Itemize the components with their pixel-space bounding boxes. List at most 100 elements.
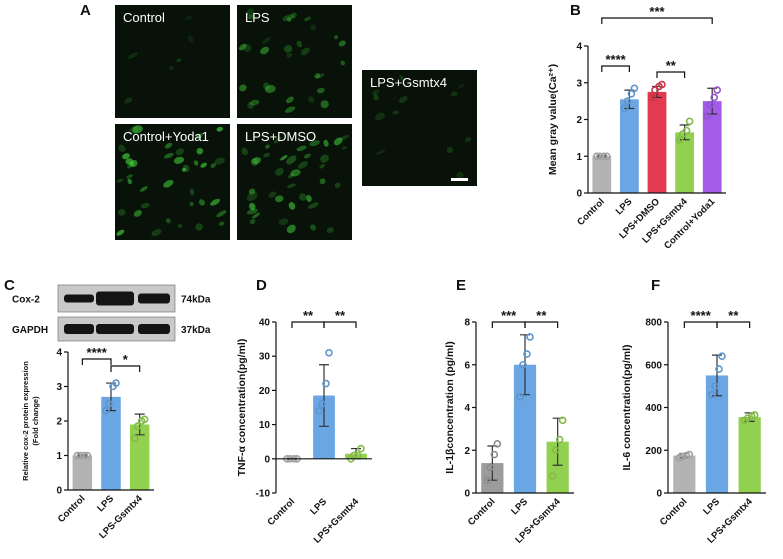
cell: [200, 162, 207, 168]
y-tick-label: 0: [656, 489, 662, 500]
cell: [165, 218, 171, 224]
error-bar: [319, 364, 329, 427]
data-point: [715, 365, 723, 373]
data-point: [685, 450, 694, 459]
x-tick-label: Control: [466, 496, 498, 528]
cell: [260, 46, 269, 55]
significance-label: ***: [649, 4, 665, 19]
cell: [309, 140, 320, 147]
blot-band: [64, 294, 94, 303]
cell: [175, 148, 184, 156]
cell: [334, 182, 341, 189]
y-axis-label: Mean gray value(Ca²⁺): [547, 64, 559, 175]
cell: [275, 167, 284, 176]
cell: [284, 45, 293, 53]
bar: [705, 375, 729, 493]
cell: [181, 167, 187, 172]
data-point: [620, 104, 629, 113]
y-tick-label: 1: [56, 451, 62, 462]
cell: [246, 208, 258, 215]
cell: [126, 174, 133, 179]
cell: [300, 47, 310, 56]
cell: [299, 193, 307, 201]
data-point: [627, 89, 636, 98]
data-point: [595, 152, 604, 161]
cell: [246, 8, 255, 16]
blot-band: [138, 324, 170, 334]
data-point: [710, 93, 719, 102]
cell: [287, 16, 292, 22]
cell: [261, 37, 271, 44]
y-tick-label: -10: [256, 489, 271, 500]
data-point: [713, 86, 722, 94]
cell: [196, 133, 203, 139]
data-point: [315, 407, 323, 415]
cell: [140, 202, 150, 209]
cell: [176, 58, 182, 62]
significance-label: ***: [501, 308, 517, 323]
significance-label: **: [335, 308, 346, 323]
cell: [210, 163, 216, 169]
bar: [620, 99, 639, 193]
cell: [334, 35, 339, 40]
panel-letter: A: [80, 2, 91, 19]
cell: [185, 15, 193, 21]
cell: [198, 199, 205, 206]
cell: [458, 83, 465, 89]
x-tick-label: Control: [265, 496, 297, 528]
cell: [326, 227, 334, 233]
cell: [296, 40, 303, 48]
y-tick-label: 600: [645, 360, 662, 371]
bar: [72, 455, 93, 490]
data-point: [83, 451, 92, 460]
blot-band: [138, 293, 170, 304]
data-point: [322, 379, 330, 388]
data-point: [516, 393, 524, 401]
image-label: LPS+Gsmtx4: [370, 75, 447, 90]
bar: [313, 395, 335, 459]
cell: [308, 202, 319, 209]
data-point: [708, 390, 716, 399]
x-tick-label: LPS: [95, 493, 116, 514]
cell: [375, 149, 386, 155]
cell: [316, 73, 325, 79]
cell: [286, 183, 297, 188]
significance-label: *: [123, 352, 129, 367]
cell: [216, 210, 227, 218]
x-tick-label: Control: [56, 493, 88, 525]
cell: [296, 145, 307, 152]
cell: [274, 195, 284, 203]
cell: [118, 144, 126, 153]
cell: [372, 89, 380, 95]
cell: [314, 73, 321, 79]
cell: [216, 126, 223, 132]
data-point: [592, 152, 601, 161]
data-point: [519, 360, 527, 369]
cell: [165, 142, 173, 149]
cell: [265, 144, 270, 149]
cell: [286, 224, 296, 234]
cell: [308, 96, 315, 103]
cell: [173, 156, 185, 164]
data-point: [486, 463, 495, 472]
data-point: [675, 135, 684, 144]
cell: [252, 157, 262, 164]
cell: [238, 43, 247, 51]
data-point: [318, 400, 326, 408]
micrograph-bg: [115, 5, 230, 118]
cell: [163, 152, 174, 159]
cell: [450, 91, 458, 97]
cell: [456, 171, 464, 180]
cell: [243, 44, 252, 52]
data-point: [551, 446, 560, 455]
micrograph-bg: [362, 70, 477, 186]
x-tick-label: Control+Yoda1: [662, 196, 718, 252]
cell: [290, 12, 297, 19]
micrograph: LPS+DMSO: [237, 124, 352, 240]
cell: [323, 139, 329, 147]
bar: [675, 132, 694, 193]
cell: [189, 201, 194, 207]
cell: [263, 82, 270, 90]
cell: [193, 160, 199, 166]
micrograph: LPS+Gsmtx4: [362, 70, 477, 186]
